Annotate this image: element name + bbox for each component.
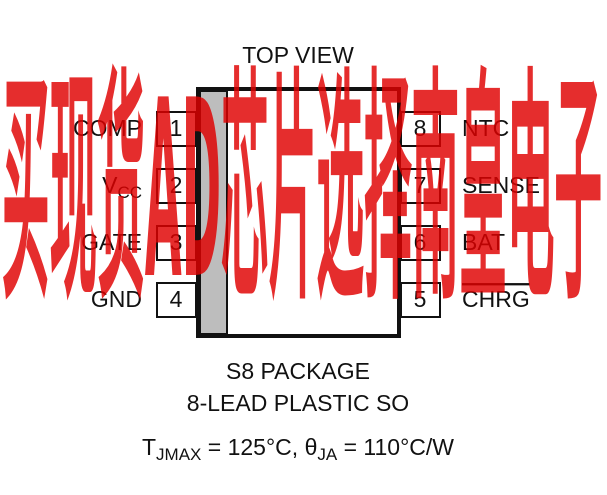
- pin-label: GATE: [81, 229, 142, 255]
- package-desc: 8-LEAD PLASTIC SO: [187, 390, 409, 416]
- pin-label: COMP: [73, 115, 142, 141]
- pin-number: 1: [170, 115, 183, 141]
- pin-number: 2: [170, 172, 183, 198]
- pin-number: 4: [170, 286, 183, 312]
- pin-label-main: V: [102, 172, 118, 198]
- pin-box: [400, 168, 441, 204]
- pin-number: 7: [414, 172, 427, 198]
- pin-number: 8: [414, 115, 427, 141]
- t: = 110°C/W: [337, 434, 454, 460]
- pin-box: [156, 168, 197, 204]
- pin-label: BAT: [462, 229, 505, 255]
- pin-box: [156, 111, 197, 147]
- pin1-strip: [199, 90, 228, 335]
- title: TOP VIEW: [242, 42, 354, 68]
- thermal-spec: TJMAX = 125°C, θJA = 110°C/W: [142, 434, 454, 464]
- pin-box: [156, 225, 197, 261]
- pin-number: 6: [414, 229, 427, 255]
- package-body: [196, 87, 401, 338]
- pin-box: [400, 225, 441, 261]
- pin-label: CHRG: [462, 286, 530, 312]
- sub: JMAX: [156, 445, 201, 464]
- pin-box: [400, 282, 441, 318]
- pin-box: [400, 111, 441, 147]
- watermark-group: 买现货AD芯片选择南皇电子: [2, 49, 602, 334]
- t: T: [142, 434, 156, 460]
- pin-label: NTC: [462, 115, 509, 141]
- pin-box: [156, 282, 197, 318]
- package-name: S8 PACKAGE: [226, 358, 370, 384]
- pin-label: VCC: [102, 172, 142, 202]
- watermark: 买现货AD芯片选择南皇电子: [2, 49, 602, 334]
- pin-number: 3: [170, 229, 183, 255]
- pin-number: 5: [414, 286, 427, 312]
- t: = 125°C,: [201, 434, 304, 460]
- pins: 1 COMP 2 VCC 3 GATE 4 GND 8 NTC 7 SENSE 6 BAT 5 CHRG: [73, 111, 540, 318]
- t: θ: [305, 434, 318, 460]
- sub: JA: [317, 445, 338, 464]
- pin-label: SENSE: [462, 172, 540, 198]
- pin-label: GND: [91, 286, 142, 312]
- pin-label-sub: CC: [117, 183, 142, 202]
